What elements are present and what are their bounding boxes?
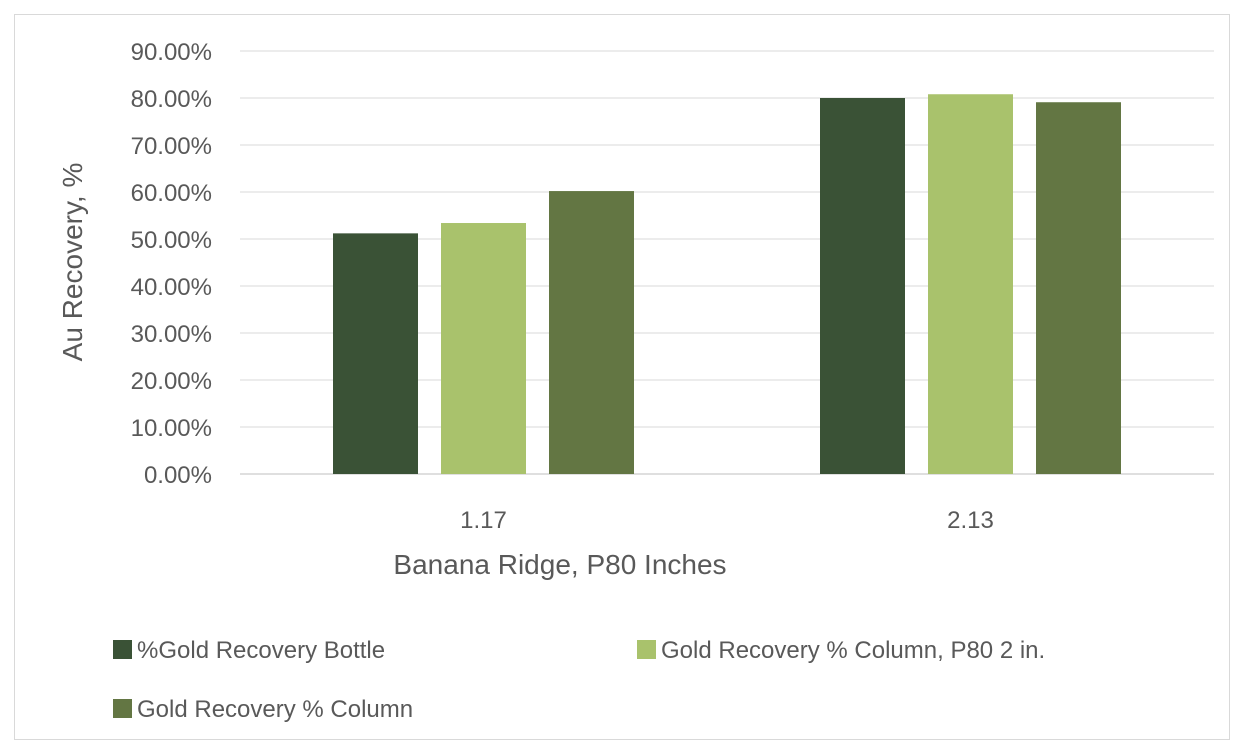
bars	[333, 94, 1121, 475]
legend-label: %Gold Recovery Bottle	[137, 637, 385, 664]
bar	[1036, 102, 1121, 474]
bar	[820, 98, 905, 474]
legend: %Gold Recovery Bottle Gold Recovery % Col…	[113, 637, 1045, 723]
x-tick-label: 1.17	[460, 507, 507, 534]
y-tick-label: 50.00%	[131, 227, 212, 254]
y-tick-label: 10.00%	[131, 415, 212, 442]
x-axis-title: Banana Ridge, P80 Inches	[393, 549, 726, 580]
bar	[333, 233, 418, 474]
bar	[441, 223, 526, 474]
bar	[549, 191, 634, 474]
y-tick-label: 0.00%	[144, 462, 212, 489]
legend-swatch	[113, 640, 132, 659]
x-axis-ticks: 1.17 2.13	[460, 507, 994, 534]
y-tick-label: 20.00%	[131, 368, 212, 395]
legend-swatch	[113, 699, 132, 718]
y-axis-title: Au Recovery, %	[57, 163, 88, 362]
y-axis-ticks: 0.00% 10.00% 20.00% 30.00% 40.00% 50.00% 60.00…	[131, 39, 212, 489]
y-tick-label: 40.00%	[131, 274, 212, 301]
legend-swatch	[637, 640, 656, 659]
x-tick-label: 2.13	[947, 507, 994, 534]
bar	[928, 94, 1013, 475]
legend-label: Gold Recovery % Column, P80 2 in.	[661, 637, 1045, 664]
y-tick-label: 60.00%	[131, 180, 212, 207]
y-tick-label: 30.00%	[131, 321, 212, 348]
legend-label: Gold Recovery % Column	[137, 696, 413, 723]
y-tick-label: 70.00%	[131, 133, 212, 160]
y-tick-label: 80.00%	[131, 86, 212, 113]
y-tick-label: 90.00%	[131, 39, 212, 66]
